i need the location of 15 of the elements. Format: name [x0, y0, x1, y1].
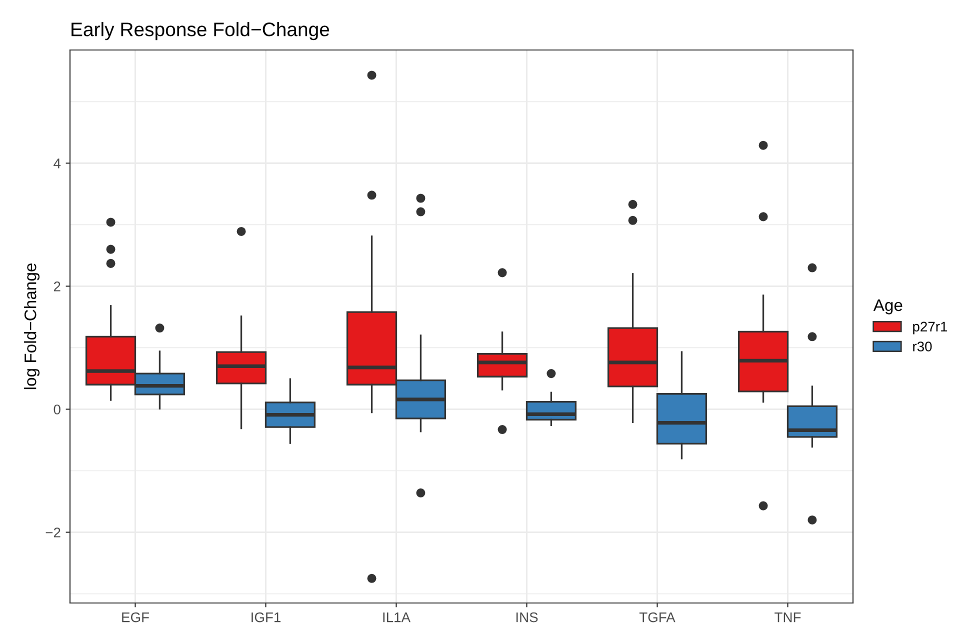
x-tick-label: TGFA [639, 612, 676, 622]
y-tick-label: 0 [54, 404, 60, 414]
x-tick-label: TNF [774, 612, 801, 622]
chart-title: Early Response Fold−Change [72, 22, 330, 40]
x-tick-label: IL1A [383, 612, 411, 622]
x-tick-label: IGF1 [252, 612, 281, 622]
x-tick-label: INS [516, 612, 538, 622]
y-tick-label: −2 [46, 528, 60, 538]
legend-label: p27r1 [913, 322, 948, 334]
legend-title: Age [873, 299, 902, 314]
y-axis-title: log Fold−Change [24, 264, 40, 390]
y-tick-label: 4 [54, 158, 61, 168]
x-tick-label: EGF [122, 612, 149, 622]
legend-label: r30 [913, 342, 932, 352]
y-tick-label: 2 [54, 282, 60, 292]
